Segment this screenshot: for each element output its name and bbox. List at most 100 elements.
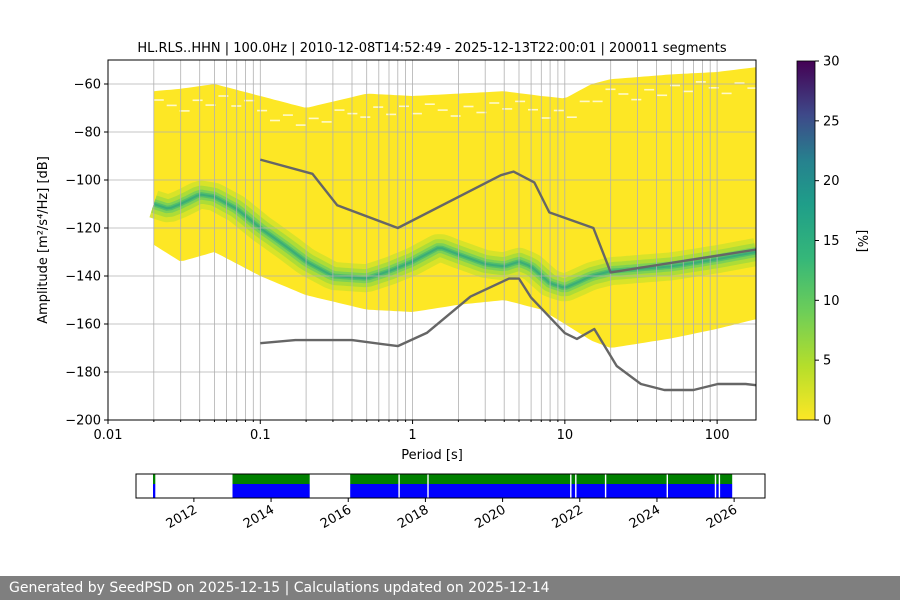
y-axis-ticks: −200 −180 −160 −140 −120 −100 −80 −60 — [65, 78, 108, 429]
coverage-timeline: 2012 2014 2016 2018 2020 2022 2024 2026 — [135, 473, 766, 532]
density-mode-band — [153, 193, 756, 289]
density-sparse-cell — [399, 105, 409, 108]
density-sparse-cell — [747, 87, 756, 89]
timeline-year-label: 2012 — [164, 502, 200, 532]
density-sparse-cell — [489, 102, 500, 104]
coverage-blue-segment — [232, 484, 310, 498]
density-sparse-cell — [721, 92, 732, 95]
y-tick-label: −160 — [65, 318, 101, 333]
colorbar-tick-label: 20 — [823, 174, 840, 189]
colorbar-label: [%] — [854, 230, 869, 253]
timeline-year-label: 2020 — [472, 502, 508, 532]
colorbar — [796, 60, 816, 421]
density-sparse-cell — [373, 106, 384, 108]
density-sparse-cell — [282, 114, 293, 116]
density-sparse-cell — [205, 104, 216, 106]
density-sparse-cell — [631, 98, 642, 101]
plot-frame — [107, 59, 757, 421]
density-sparse-cell — [476, 111, 487, 114]
density-sparse-cell — [270, 119, 280, 122]
timeline-year-label: 2026 — [704, 502, 740, 532]
y-tick-label: −180 — [65, 366, 101, 381]
colorbar-tick-label: 0 — [823, 414, 831, 429]
density-sparse-cell — [257, 109, 268, 112]
density-sparse-cell — [321, 121, 332, 123]
coverage-gap — [714, 474, 717, 498]
coverage-gap — [666, 474, 668, 498]
coverage-gap — [575, 474, 577, 498]
density-sparse-cell — [695, 81, 706, 83]
noise-models — [259, 158, 757, 392]
density-sparse-cell — [360, 116, 371, 118]
density-sparse-cell — [424, 103, 435, 105]
density-sparse-cell — [308, 117, 319, 120]
density-sparse-cell — [334, 109, 345, 111]
timeline-year-label: 2024 — [627, 502, 663, 532]
y-tick-label: −60 — [74, 78, 101, 93]
x-tick-label: 10 — [557, 428, 574, 443]
x-tick-label: 0.1 — [250, 428, 271, 443]
density-sparse-cell — [734, 82, 745, 84]
density-sparse-cell — [644, 88, 655, 91]
density-sparse-cell — [682, 90, 693, 93]
colorbar-tick-label: 30 — [823, 55, 840, 70]
density-sparse-cell — [179, 110, 190, 112]
x-tick-label: 100 — [705, 428, 730, 443]
density-sparse-cell — [192, 99, 203, 102]
density-sparse-cell — [566, 116, 577, 118]
coverage-green-segment — [153, 474, 156, 484]
density-sparse-cell — [244, 99, 255, 102]
density-sparse-cell — [708, 87, 719, 89]
footer-text: Generated by SeedPSD on 2025-12-15 | Cal… — [9, 580, 550, 596]
density-sparse-cell — [437, 109, 448, 111]
chart-title: HL.RLS..HHN | 100.0Hz | 2010-12-08T14:52… — [137, 41, 726, 56]
coverage-gap — [718, 474, 721, 498]
y-tick-label: −120 — [65, 222, 101, 237]
density-sparse-cell — [463, 105, 474, 108]
timeline-year-label: 2018 — [395, 502, 431, 532]
y-tick-label: −200 — [65, 414, 101, 429]
nlnm-line — [260, 277, 757, 392]
density-sparse-cell — [515, 100, 526, 103]
coverage-green-segment — [350, 474, 733, 484]
colorbar-tick-label: 5 — [823, 354, 831, 369]
density-sparse-cell — [528, 108, 538, 111]
plot-area — [144, 67, 756, 348]
colorbar-tick-label: 15 — [823, 234, 840, 249]
coverage-green-segment — [232, 474, 310, 484]
density-sparse-cell — [553, 109, 564, 112]
density-sparse-cell — [166, 104, 177, 107]
density-sparse-cell — [411, 112, 422, 115]
timeline-year-label: 2016 — [318, 502, 354, 532]
nhnm-line — [259, 158, 757, 274]
colorbar-ticks: 0 5 10 15 20 25 30 — [815, 55, 840, 429]
colorbar-tick-label: 25 — [823, 114, 840, 129]
density-sparse-cell — [502, 108, 513, 110]
x-tick-label: 0.01 — [94, 428, 123, 443]
density-sparse-cell — [386, 113, 397, 116]
density-sparse-cell — [657, 94, 668, 97]
density-sparse-cell — [579, 100, 590, 103]
y-tick-label: −140 — [65, 270, 101, 285]
coverage-gap — [604, 474, 607, 498]
coverage-gap — [570, 474, 572, 498]
density-sparse-cell — [540, 117, 551, 119]
y-axis-label: Amplitude [m²/s⁴/Hz] [dB] — [36, 156, 51, 324]
coverage-gap — [427, 474, 429, 498]
timeline-year-label: 2022 — [550, 502, 586, 532]
y-tick-label: −80 — [74, 126, 101, 141]
colorbar-tick-label: 10 — [823, 294, 840, 309]
coverage-gap — [398, 474, 400, 498]
density-sparse-cell — [618, 93, 629, 95]
x-axis-ticks: 0.01 0.1 1 10 100 — [94, 420, 730, 443]
y-tick-label: −100 — [65, 174, 101, 189]
density-sparse-cell — [450, 115, 461, 117]
coverage-blue-segment — [153, 484, 156, 498]
density-sparse-cell — [592, 100, 603, 103]
density-sparse-cell — [295, 124, 306, 126]
density-sparse-cell — [670, 84, 680, 87]
timeline-year-label: 2014 — [241, 502, 277, 532]
coverage-blue-segment — [350, 484, 733, 498]
density-sparse-cell — [153, 99, 164, 101]
